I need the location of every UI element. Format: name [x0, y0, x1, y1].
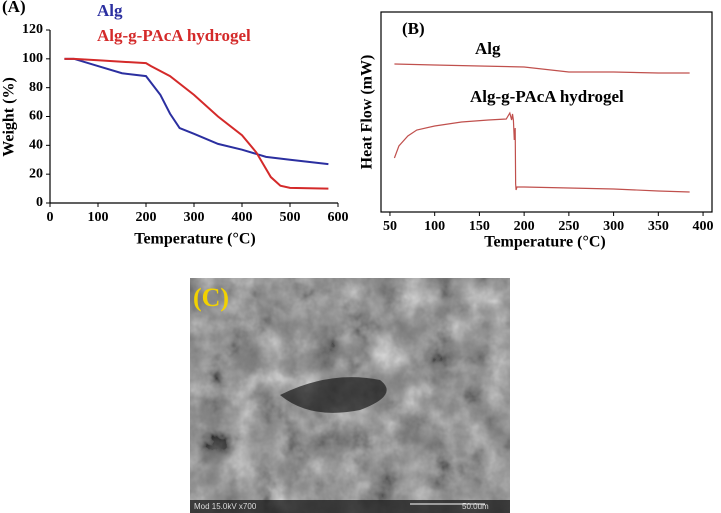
x-axis-label: Temperature (°C)	[134, 231, 255, 248]
y-tick-label: 20	[29, 166, 43, 181]
x-tick-label: 150	[469, 219, 490, 234]
y-axis-label: Weight (%)	[1, 77, 18, 157]
x-tick-label: 200	[136, 210, 157, 225]
y-tick-label: 40	[29, 138, 43, 153]
x-axis-label: Temperature (°C)	[484, 234, 605, 251]
x-tick-label: 400	[232, 210, 253, 225]
sem-scale: 50.0um	[462, 502, 489, 511]
y-axis-label: Heat Flow (mW)	[359, 55, 376, 170]
y-tick-label: 120	[22, 22, 43, 37]
series-line	[64, 57, 329, 166]
plot-frame	[380, 11, 713, 213]
series-label: Alg-g-PAcA hydrogel	[470, 87, 624, 106]
x-tick-label: 300	[184, 210, 205, 225]
x-tick-label: 400	[693, 219, 714, 234]
legend-entry: Alg-g-PAcA hydrogel	[97, 26, 251, 45]
x-tick-label: 350	[648, 219, 669, 234]
x-tick-label: 250	[558, 219, 579, 234]
panel-label: (B)	[402, 19, 425, 38]
series-line	[394, 63, 690, 74]
x-tick-label: 100	[88, 210, 109, 225]
y-tick-label: 0	[36, 195, 43, 210]
sem-info-bar	[190, 500, 510, 513]
sem-pore	[280, 377, 387, 413]
series-line	[393, 111, 690, 193]
x-tick-label: 600	[328, 210, 349, 225]
x-tick-label: 500	[280, 210, 301, 225]
panel-label: (A)	[2, 0, 26, 16]
legend-entry: Alg	[97, 1, 123, 20]
sem-info: Mod 15.0kV x700	[194, 502, 257, 511]
y-tick-label: 100	[22, 51, 43, 66]
x-tick-label: 300	[603, 219, 624, 234]
y-tick-label: 60	[29, 109, 43, 124]
x-tick-label: 50	[383, 219, 397, 234]
y-tick-label: 80	[29, 80, 43, 95]
sem-image: (C) Mod 15.0kV x700 50.0um	[190, 278, 510, 513]
x-tick-label: 200	[514, 219, 535, 234]
x-tick-label: 100	[424, 219, 445, 234]
series-label: Alg	[475, 39, 501, 58]
x-tick-label: 0	[47, 210, 54, 225]
panel-label: (C)	[193, 283, 229, 312]
series-line	[64, 57, 329, 190]
